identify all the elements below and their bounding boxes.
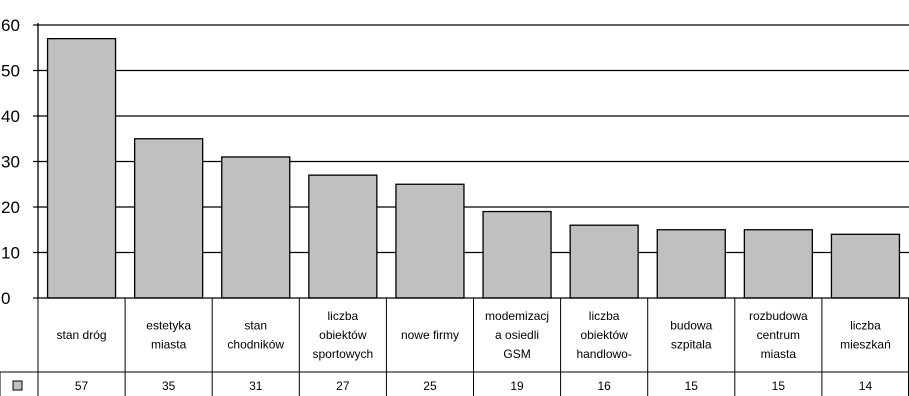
bar xyxy=(830,233,901,299)
y-tick-label: 0 xyxy=(1,289,10,308)
y-tick-label: 60 xyxy=(1,16,20,35)
y-tick-label: 50 xyxy=(1,62,20,81)
category-label: budowa xyxy=(670,319,712,333)
y-tick-label: 10 xyxy=(1,244,20,263)
data-table-value: 14 xyxy=(859,379,873,393)
data-table-value: 19 xyxy=(510,379,524,393)
category-label: sportowych xyxy=(312,347,373,361)
category-label: handlowo- xyxy=(576,347,631,361)
category-label: miasta xyxy=(761,347,797,361)
category-label: nowe firmy xyxy=(401,328,459,342)
bar xyxy=(308,174,378,299)
data-table-value: 16 xyxy=(597,379,611,393)
bar xyxy=(482,210,552,299)
category-label: centrum xyxy=(757,328,800,342)
data-table-value: 15 xyxy=(772,379,786,393)
bar xyxy=(221,156,291,299)
category-label: chodników xyxy=(227,338,284,352)
y-tick-label: 20 xyxy=(1,198,20,217)
bar xyxy=(743,229,813,299)
bar xyxy=(395,183,465,299)
category-label: miasta xyxy=(151,338,187,352)
bar xyxy=(656,229,726,299)
data-table-value: 15 xyxy=(685,379,699,393)
category-label: stan dróg xyxy=(57,328,107,342)
data-table-value: 31 xyxy=(249,379,263,393)
category-label: GSM xyxy=(503,347,530,361)
y-tick-label: 40 xyxy=(1,107,20,126)
category-label: stan xyxy=(244,319,267,333)
y-tick-label: 30 xyxy=(1,153,20,172)
category-label: obiektów xyxy=(319,328,367,342)
category-label: szpitala xyxy=(671,338,712,352)
legend-key xyxy=(12,380,23,391)
data-table-value: 57 xyxy=(75,379,89,393)
bar xyxy=(46,38,117,299)
data-table-value: 25 xyxy=(423,379,437,393)
category-label: mieszkań xyxy=(840,338,891,352)
category-label: modemizacj xyxy=(485,309,549,323)
data-table-value: 35 xyxy=(162,379,176,393)
bar xyxy=(133,138,204,299)
data-table-value: 27 xyxy=(336,379,350,393)
category-label: liczba xyxy=(850,319,881,333)
category-label: liczba xyxy=(328,309,359,323)
category-label: a osiedli xyxy=(495,328,539,342)
category-label: rozbudowa xyxy=(749,309,808,323)
category-label: obiektów xyxy=(580,328,628,342)
category-label: liczba xyxy=(589,309,620,323)
bar xyxy=(569,224,639,299)
category-label: estetyka xyxy=(146,319,191,333)
